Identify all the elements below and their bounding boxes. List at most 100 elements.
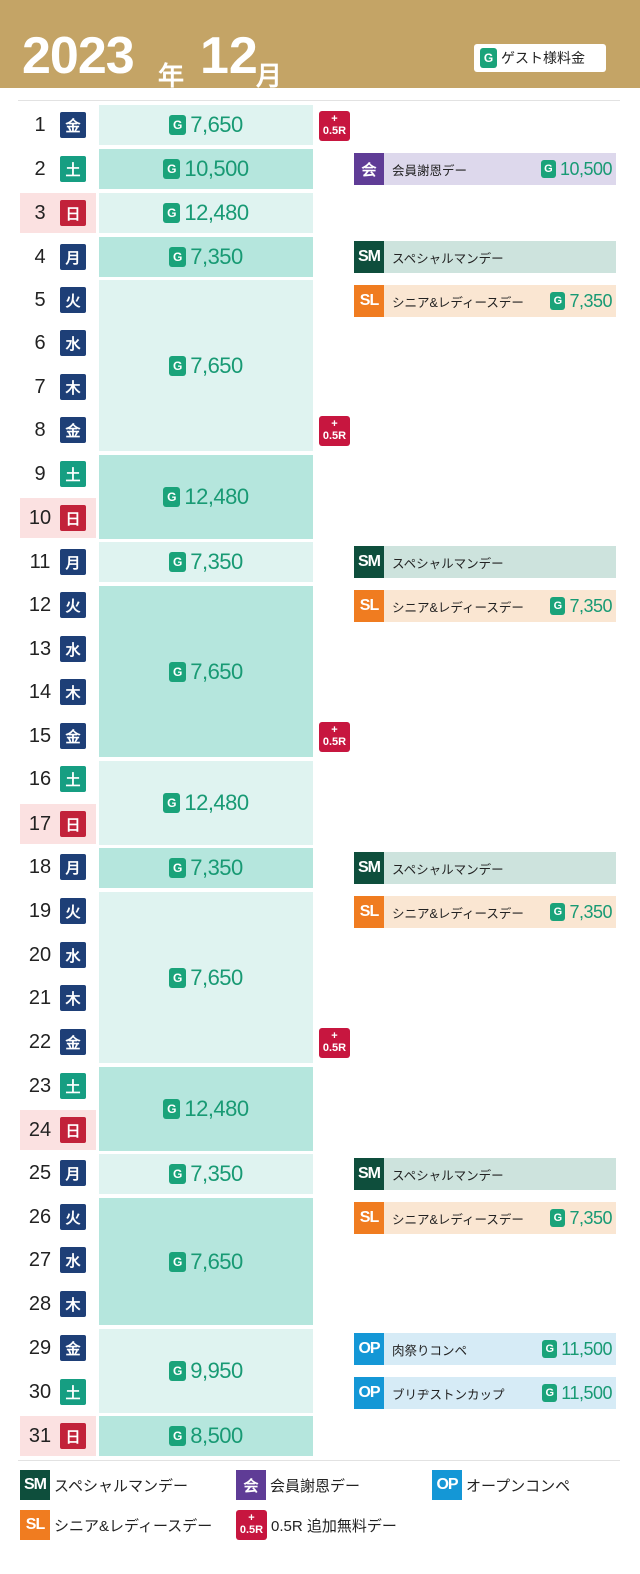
weekday-badge: 日 <box>60 505 86 531</box>
price-cell: G 7,350 <box>99 848 313 888</box>
day-row: 27 水 <box>20 1240 96 1280</box>
event-label: スペシャルマンデー <box>392 251 504 266</box>
price-value: 7,350 <box>190 1161 243 1186</box>
event-senior-ladies-day: SL シニア&レディースデー G 7,350 <box>354 896 616 928</box>
day-number: 24 <box>28 1118 52 1141</box>
price-value: 9,950 <box>190 1358 243 1383</box>
event-amount: 10,500 <box>559 158 613 179</box>
price-cell: G 7,650 <box>99 892 313 1063</box>
day-row: 21 木 <box>20 978 96 1018</box>
day-number: 23 <box>28 1074 52 1097</box>
day-number: 20 <box>28 943 52 966</box>
weekday-badge: 金 <box>60 1335 86 1361</box>
sl-tag-icon: SL <box>354 590 384 622</box>
price-cell: G 9,950 <box>99 1329 313 1413</box>
weekday-badge: 土 <box>60 156 86 182</box>
weekday-badge: 水 <box>60 1247 86 1273</box>
guest-g-icon: G <box>480 48 497 68</box>
header-month: 12 <box>200 27 258 85</box>
calendar-header: 2023 年 12 月 G ゲスト様料金 <box>0 0 640 91</box>
guest-g-icon: G <box>169 1164 187 1184</box>
price-cell: G 7,650 <box>99 1198 313 1325</box>
price-value: 12,480 <box>184 1096 249 1121</box>
event-amount: 7,350 <box>569 595 612 616</box>
guest-g-icon: G <box>542 1340 558 1358</box>
weekday-badge: 日 <box>60 811 86 837</box>
row-divider <box>18 1460 620 1461</box>
guest-g-icon: G <box>169 1251 187 1272</box>
event-label: 肉祭りコンペ <box>392 1343 468 1358</box>
day-number: 25 <box>28 1161 52 1184</box>
guest-g-icon: G <box>163 1099 181 1119</box>
day-number: 12 <box>28 593 52 616</box>
legend-sl: SL シニア&レディースデー <box>20 1510 212 1540</box>
day-number: 2 <box>34 157 46 180</box>
price-value: 7,650 <box>190 352 243 378</box>
weekday-badge: 日 <box>60 1423 86 1449</box>
price-cell: G 7,350 <box>99 542 313 582</box>
price-value: 12,480 <box>184 200 249 225</box>
weekday-badge: 日 <box>60 200 86 226</box>
guest-g-icon: G <box>550 1209 566 1227</box>
day-row: 13 水 <box>20 629 96 669</box>
day-row: 29 金 <box>20 1328 96 1368</box>
guest-g-icon: G <box>169 1426 187 1446</box>
day-number: 13 <box>28 637 52 660</box>
day-number: 28 <box>28 1292 52 1315</box>
plus-half-round-icon: +0.5R <box>236 1510 267 1540</box>
weekday-badge: 木 <box>60 985 86 1011</box>
day-row: 31 日 <box>20 1416 96 1456</box>
price-value: 12,480 <box>184 484 249 509</box>
day-number: 10 <box>28 506 52 529</box>
price-value: 7,350 <box>190 549 243 574</box>
guest-g-icon: G <box>542 1384 558 1402</box>
price-value: 7,650 <box>190 112 243 137</box>
sm-tag-icon: SM <box>20 1470 50 1500</box>
guest-g-icon: G <box>163 159 181 179</box>
day-number: 29 <box>28 1336 52 1359</box>
day-row: 25 月 <box>20 1153 96 1193</box>
event-special-monday: SM スペシャルマンデー <box>354 1158 616 1190</box>
sm-tag-icon: SM <box>354 241 384 273</box>
sm-tag-icon: SM <box>354 1158 384 1190</box>
day-row: 20 水 <box>20 935 96 975</box>
day-row: 28 木 <box>20 1284 96 1324</box>
weekday-badge: 金 <box>60 112 86 138</box>
price-cell: G 12,480 <box>99 761 313 845</box>
weekday-badge: 木 <box>60 374 86 400</box>
day-number: 1 <box>34 113 46 136</box>
day-number: 9 <box>34 462 46 485</box>
sl-tag-icon: SL <box>354 285 384 317</box>
weekday-badge: 月 <box>60 549 86 575</box>
day-row: 30 土 <box>20 1372 96 1412</box>
event-amount: 11,500 <box>561 1382 612 1403</box>
event-amount: 7,350 <box>569 901 612 922</box>
guest-g-icon: G <box>550 292 566 310</box>
legend-label: 0.5R 追加無料デー <box>271 1517 397 1535</box>
day-row: 19 火 <box>20 891 96 931</box>
event-amount: 11,500 <box>561 1338 612 1359</box>
day-row: 16 土 <box>20 759 96 799</box>
event-amount: 7,350 <box>569 290 612 311</box>
op-tag-icon: OP <box>354 1377 384 1409</box>
weekday-badge: 土 <box>60 461 86 487</box>
event-special-monday: SM スペシャルマンデー <box>354 852 616 884</box>
day-number: 3 <box>34 201 46 224</box>
guest-g-icon: G <box>163 203 181 223</box>
day-number: 6 <box>34 331 46 354</box>
kai-tag-icon: 会 <box>354 153 384 185</box>
day-number: 18 <box>28 855 52 878</box>
price-cell: G 10,500 <box>99 149 313 189</box>
event-open-competition: OP ブリヂストンカップ G 11,500 <box>354 1377 616 1409</box>
event-label: 会員謝恩デー <box>392 163 468 178</box>
header-month-suffix: 月 <box>256 61 283 91</box>
guest-g-icon: G <box>163 793 181 813</box>
day-row: 11 月 <box>20 542 96 582</box>
weekday-badge: 金 <box>60 417 86 443</box>
price-value: 7,350 <box>190 855 243 880</box>
price-value: 12,480 <box>184 790 249 815</box>
day-number: 15 <box>28 724 52 747</box>
price-cell: G 12,480 <box>99 1067 313 1151</box>
price-cell: G 7,650 <box>99 280 313 451</box>
